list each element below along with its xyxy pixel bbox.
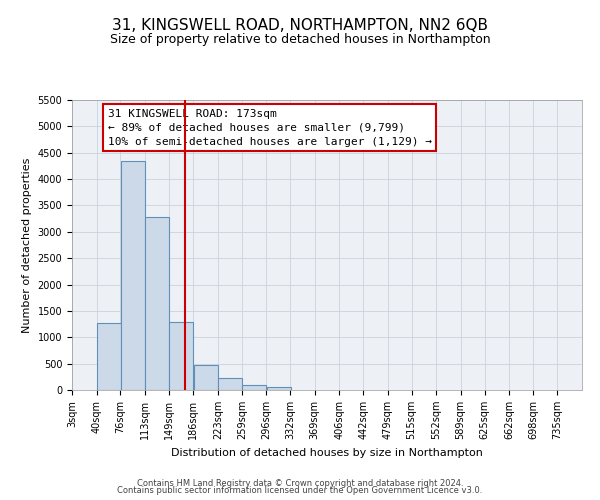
Bar <box>266 387 290 390</box>
Text: Contains public sector information licensed under the Open Government Licence v3: Contains public sector information licen… <box>118 486 482 495</box>
Text: Size of property relative to detached houses in Northampton: Size of property relative to detached ho… <box>110 32 490 46</box>
Bar <box>97 323 121 390</box>
Text: 31 KINGSWELL ROAD: 173sqm
← 89% of detached houses are smaller (9,799)
10% of se: 31 KINGSWELL ROAD: 173sqm ← 89% of detac… <box>108 108 432 146</box>
Bar <box>145 217 169 390</box>
Bar <box>242 384 266 390</box>
Bar <box>169 322 193 390</box>
X-axis label: Distribution of detached houses by size in Northampton: Distribution of detached houses by size … <box>171 448 483 458</box>
Bar <box>218 378 242 390</box>
Bar <box>194 364 218 390</box>
Y-axis label: Number of detached properties: Number of detached properties <box>22 158 32 332</box>
Text: 31, KINGSWELL ROAD, NORTHAMPTON, NN2 6QB: 31, KINGSWELL ROAD, NORTHAMPTON, NN2 6QB <box>112 18 488 32</box>
Bar <box>121 160 145 390</box>
Text: Contains HM Land Registry data © Crown copyright and database right 2024.: Contains HM Land Registry data © Crown c… <box>137 478 463 488</box>
